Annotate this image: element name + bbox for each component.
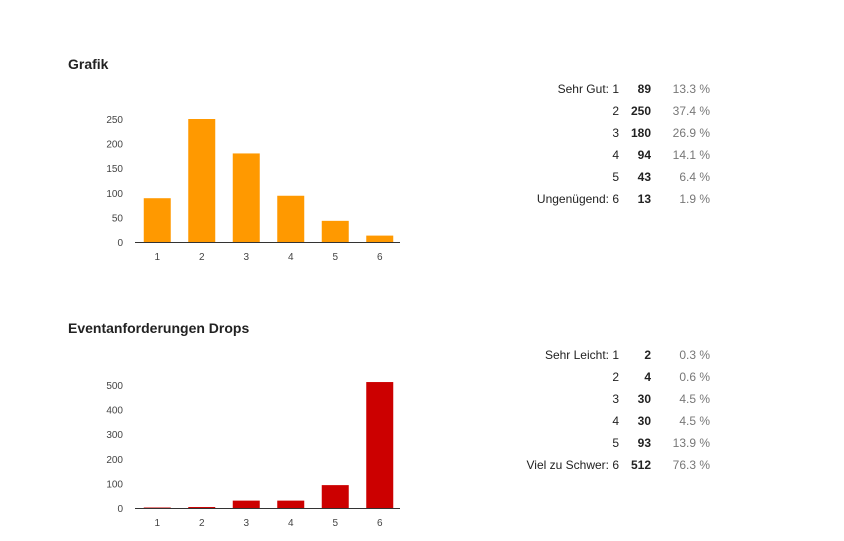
- stats-table-grafik: Sehr Gut: 1 89 13.3 % 2 250 37.4 % 3 180 26.9 …: [473, 78, 710, 210]
- stats-row: Sehr Leicht: 1 2 0.3 %: [473, 344, 710, 366]
- y-tick-label: 100: [106, 479, 123, 490]
- stats-row: 4 30 4.5 %: [473, 410, 710, 432]
- bar-2: [188, 119, 216, 242]
- response-percent: 13.9 %: [672, 436, 710, 450]
- x-tick-label: 4: [288, 518, 294, 529]
- response-count: 2: [644, 348, 651, 362]
- bar-5: [321, 220, 349, 242]
- rating-label: 4: [612, 148, 619, 162]
- stats-row: 2 250 37.4 %: [473, 100, 710, 122]
- response-percent: 0.3 %: [679, 348, 710, 362]
- y-tick-label: 200: [106, 455, 123, 466]
- rating-label: Sehr Leicht: 1: [544, 348, 619, 362]
- x-tick-label: 4: [288, 252, 294, 263]
- x-tick-label: 6: [377, 518, 383, 529]
- stats-row: Viel zu Schwer: 6 512 76.3 %: [473, 454, 711, 476]
- response-count: 89: [637, 82, 651, 96]
- response-count: 180: [630, 126, 651, 140]
- x-tick-label: 5: [332, 252, 338, 263]
- bar-2: [188, 507, 216, 508]
- response-percent: 76.3 %: [672, 458, 710, 472]
- rating-label: 4: [612, 414, 619, 428]
- response-percent: 0.6 %: [679, 370, 710, 384]
- stats-row: 5 43 6.4 %: [473, 166, 710, 188]
- stats-table-eventanforderungen-drops: Sehr Leicht: 1 2 0.3 % 2 4 0.6 % 3 30 4.5 % 4 3…: [473, 344, 711, 476]
- rating-label: 3: [612, 126, 619, 140]
- response-count: 93: [637, 436, 651, 450]
- y-tick-label: 100: [106, 189, 123, 200]
- stats-row: 3 30 4.5 %: [473, 388, 710, 410]
- rating-label: 2: [612, 104, 619, 118]
- section-title-eventanforderungen-drops: Eventanforderungen Drops: [68, 320, 250, 336]
- rating-label: 5: [612, 436, 619, 450]
- x-tick-label: 3: [243, 252, 249, 263]
- section-title-grafik: Grafik: [68, 56, 109, 72]
- y-tick-label: 150: [106, 164, 123, 175]
- stats-row: 2 4 0.6 %: [473, 366, 710, 388]
- x-tick-label: 2: [199, 252, 205, 263]
- response-count: 30: [637, 414, 651, 428]
- bar-5: [321, 485, 349, 508]
- x-tick-label: 3: [243, 518, 249, 529]
- response-percent: 14.1 %: [672, 148, 710, 162]
- bar-4: [277, 195, 305, 242]
- x-tick-label: 5: [332, 518, 338, 529]
- stats-row: 3 180 26.9 %: [473, 122, 710, 144]
- x-tick-label: 6: [377, 252, 383, 263]
- rating-label: 3: [612, 392, 619, 406]
- response-percent: 37.4 %: [672, 104, 710, 118]
- stats-row: Sehr Gut: 1 89 13.3 %: [473, 78, 710, 100]
- response-percent: 26.9 %: [672, 126, 710, 140]
- response-percent: 4.5 %: [679, 414, 710, 428]
- rating-label: Sehr Gut: 1: [557, 82, 619, 96]
- bar-6: [366, 235, 394, 242]
- response-count: 94: [637, 148, 651, 162]
- rating-label: 2: [612, 370, 619, 384]
- response-count: 512: [630, 458, 651, 472]
- response-count: 250: [630, 104, 651, 118]
- bar-3: [232, 500, 260, 508]
- response-count: 13: [637, 192, 651, 206]
- y-tick-label: 500: [106, 381, 123, 392]
- y-tick-label: 50: [112, 213, 124, 224]
- x-tick-label: 1: [154, 252, 160, 263]
- bar-1: [143, 507, 171, 509]
- response-count: 30: [637, 392, 651, 406]
- bar-chart-grafik: 0 50 100 150 200 250 1 2 3 4 5 6: [106, 115, 400, 263]
- rating-label: 5: [612, 170, 619, 184]
- response-percent: 1.9 %: [679, 192, 710, 206]
- stats-row: 4 94 14.1 %: [473, 144, 710, 166]
- stats-row: 5 93 13.9 %: [473, 432, 710, 454]
- stats-row: Ungenügend: 6 13 1.9 %: [473, 188, 710, 210]
- y-tick-label: 200: [106, 140, 123, 151]
- bar-chart-eventanforderungen-drops: 0 100 200 300 400 500 1 2 3 4 5 6: [106, 381, 400, 529]
- y-tick-label: 0: [117, 238, 123, 249]
- y-tick-label: 0: [117, 504, 123, 515]
- bar-1: [143, 198, 171, 242]
- x-tick-label: 2: [199, 518, 205, 529]
- response-percent: 13.3 %: [672, 82, 710, 96]
- y-tick-label: 250: [106, 115, 123, 126]
- bar-6: [366, 382, 394, 508]
- rating-label: Viel zu Schwer: 6: [526, 458, 620, 472]
- x-tick-label: 1: [154, 518, 160, 529]
- response-count: 43: [637, 170, 651, 184]
- rating-label: Ungenügend: 6: [536, 192, 619, 206]
- response-percent: 6.4 %: [679, 170, 710, 184]
- bar-3: [232, 153, 260, 242]
- y-tick-label: 400: [106, 406, 123, 417]
- response-count: 4: [644, 370, 651, 384]
- bar-4: [277, 500, 305, 508]
- y-tick-label: 300: [106, 430, 123, 441]
- response-percent: 4.5 %: [679, 392, 710, 406]
